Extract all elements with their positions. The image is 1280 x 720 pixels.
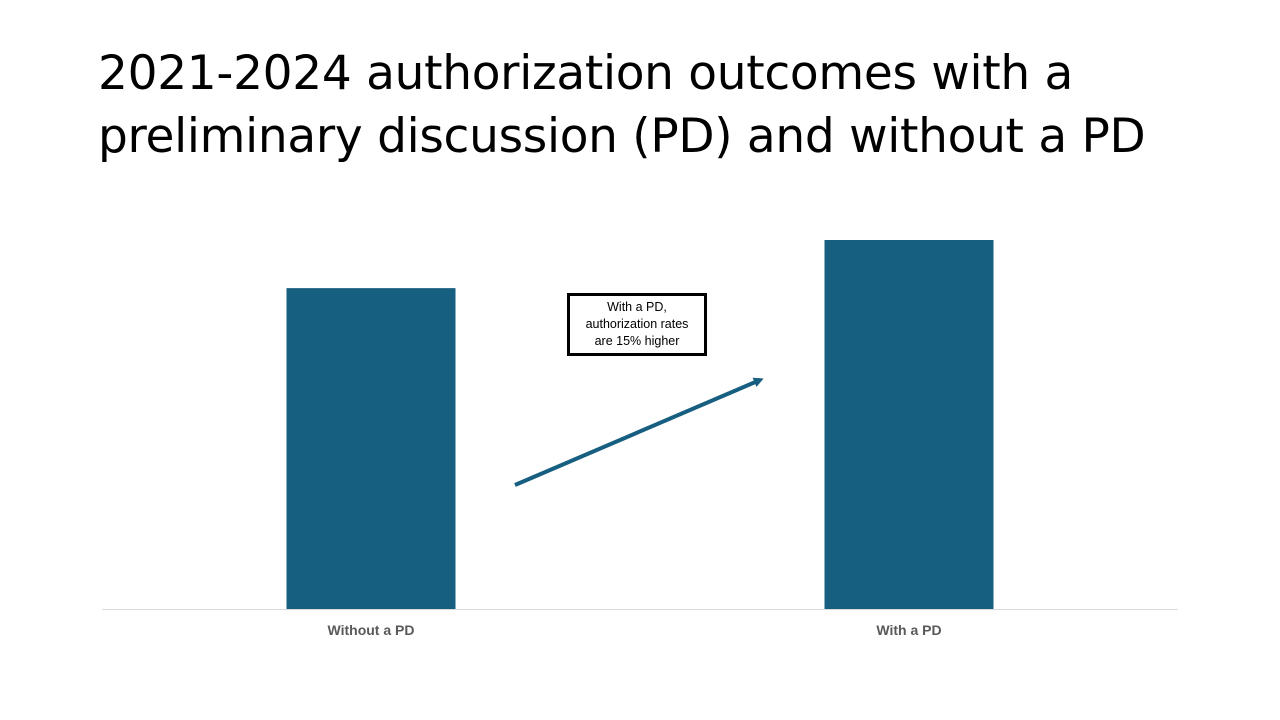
trend-arrow xyxy=(514,377,764,487)
slide-title-line-1: 2021-2024 authorization outcomes with a xyxy=(98,46,1073,101)
callout-line-3: are 15% higher xyxy=(594,334,680,348)
bar-with-a-pd xyxy=(824,240,994,609)
callout-line-2: authorization rates xyxy=(585,317,689,331)
slide-title-line-2: preliminary discussion (PD) and without … xyxy=(98,109,1146,164)
category-labels: Without a PD With a PD xyxy=(328,622,942,638)
annotation-callout: With a PD, authorization rates are 15% h… xyxy=(567,293,707,356)
category-label: With a PD xyxy=(876,622,941,638)
slide-title: 2021-2024 authorization outcomes with a … xyxy=(98,42,1218,168)
annotation-callout-text: With a PD, authorization rates are 15% h… xyxy=(582,299,693,350)
callout-line-1: With a PD, xyxy=(607,300,667,314)
bar-without-a-pd xyxy=(286,288,456,609)
category-label: Without a PD xyxy=(328,622,415,638)
bars-layer xyxy=(286,240,994,609)
